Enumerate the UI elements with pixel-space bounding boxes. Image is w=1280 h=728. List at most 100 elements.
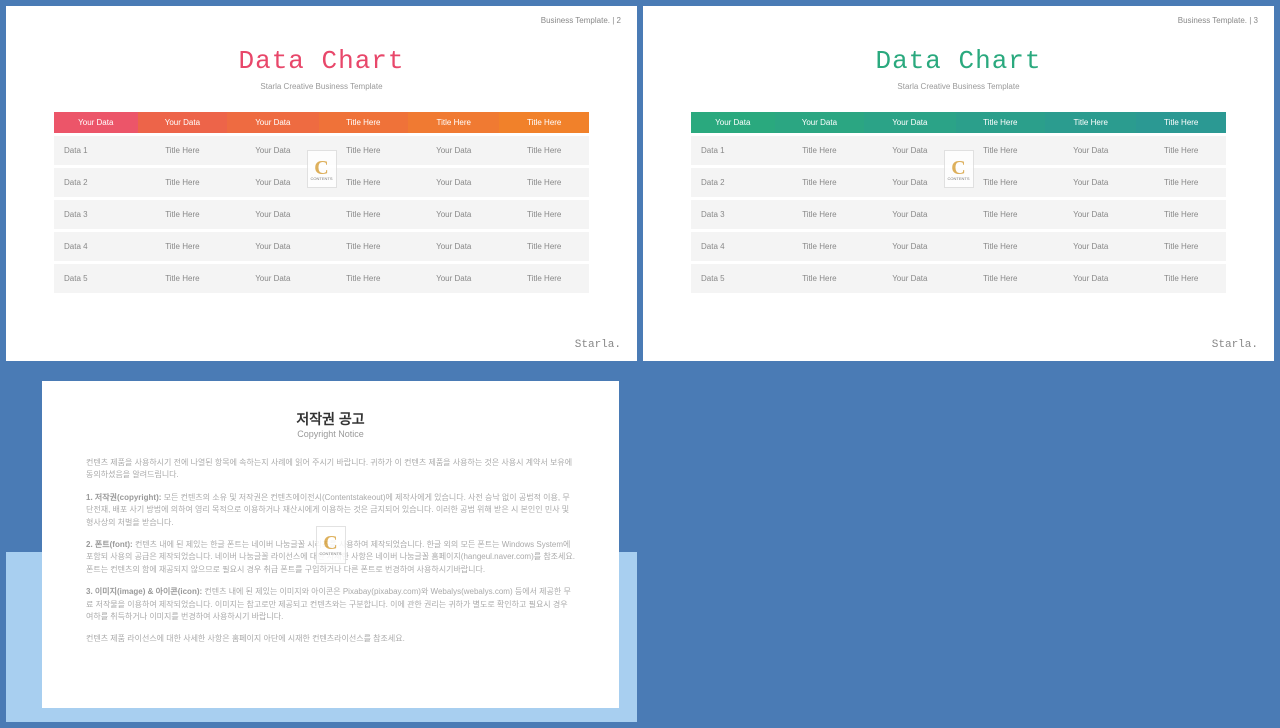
table-row: Data 3Title HereYour DataTitle HereYour … — [691, 200, 1226, 229]
table-cell: Title Here — [1136, 232, 1226, 261]
table-header-cell: Your Data — [775, 112, 865, 133]
slide-4-empty — [643, 367, 1274, 722]
table-header-cell: Your Data — [691, 112, 775, 133]
table-cell: Title Here — [319, 264, 409, 293]
copyright-paragraph: 1. 저작권(copyright): 모든 컨텐츠의 소유 및 저작권은 컨텐츠… — [86, 492, 575, 529]
slide-1: Business Template. | 2 Data Chart Starla… — [6, 6, 637, 361]
table-cell: Your Data — [227, 264, 318, 293]
table-cell: Data 5 — [54, 264, 138, 293]
table-cell: Title Here — [775, 264, 865, 293]
table-cell: Title Here — [138, 264, 228, 293]
slide-title: Data Chart — [54, 46, 589, 76]
table-header-cell: Your Data — [227, 112, 318, 133]
table-cell: Data 1 — [54, 136, 138, 165]
table-cell: Title Here — [499, 168, 589, 197]
slide-subtitle: Starla Creative Business Template — [54, 82, 589, 91]
table-header-cell: Title Here — [319, 112, 409, 133]
page-number: 2 — [617, 16, 621, 25]
table-cell: Title Here — [956, 200, 1046, 229]
table-cell: Your Data — [227, 136, 318, 165]
watermark: C CONTENTS — [307, 150, 337, 188]
slides-grid: Business Template. | 2 Data Chart Starla… — [0, 0, 1280, 728]
table-cell: Your Data — [1045, 136, 1136, 165]
watermark-letter: C — [951, 158, 965, 178]
slide-header: Business Template. | 2 — [541, 16, 621, 25]
copyright-paragraph: 3. 이미지(image) & 아이콘(icon): 컨텐츠 내에 된 제있는 … — [86, 586, 575, 623]
table-cell: Title Here — [499, 200, 589, 229]
brand-text: Starla. — [575, 339, 621, 351]
table-cell: Title Here — [775, 136, 865, 165]
watermark-sub: CONTENTS — [320, 551, 342, 556]
table-cell: Title Here — [319, 200, 409, 229]
table-cell: Your Data — [864, 168, 955, 197]
copyright-title: 저작권 공고 — [86, 409, 575, 429]
watermark: C CONTENTS — [944, 150, 974, 188]
table-cell: Your Data — [1045, 168, 1136, 197]
watermark-sub: CONTENTS — [948, 176, 970, 181]
table-cell: Title Here — [775, 168, 865, 197]
table-cell: Data 4 — [691, 232, 775, 261]
slide-title: Data Chart — [691, 46, 1226, 76]
table-header-cell: Title Here — [956, 112, 1046, 133]
table-row: Data 5Title HereYour DataTitle HereYour … — [54, 264, 589, 293]
table-cell: Title Here — [499, 264, 589, 293]
header-text: Business Template. — [1178, 16, 1247, 25]
data-table: Your DataYour DataYour DataTitle HereTit… — [691, 109, 1226, 296]
page-number: 3 — [1254, 16, 1258, 25]
slide-header: Business Template. | 3 — [1178, 16, 1258, 25]
table-cell: Title Here — [499, 136, 589, 165]
table-header-cell: Title Here — [1136, 112, 1226, 133]
table-cell: Your Data — [227, 168, 318, 197]
table-cell: Your Data — [864, 136, 955, 165]
table-header-cell: Your Data — [54, 112, 138, 133]
table-header-cell: Your Data — [864, 112, 955, 133]
table-cell: Data 4 — [54, 232, 138, 261]
table-cell: Data 5 — [691, 264, 775, 293]
table-cell: Data 3 — [691, 200, 775, 229]
table-cell: Your Data — [1045, 200, 1136, 229]
table-cell: Title Here — [138, 232, 228, 261]
table-header-row: Your DataYour DataYour DataTitle HereTit… — [691, 112, 1226, 133]
table-cell: Your Data — [227, 232, 318, 261]
watermark: C CONTENTS — [316, 526, 346, 564]
table-cell: Your Data — [408, 232, 499, 261]
table-cell: Title Here — [1136, 264, 1226, 293]
watermark-letter: C — [323, 533, 337, 553]
slide-3: 저작권 공고 Copyright Notice 컨텐츠 제품을 사용하시기 전에… — [6, 367, 637, 722]
table-cell: Title Here — [138, 168, 228, 197]
table-header-row: Your DataYour DataYour DataTitle HereTit… — [54, 112, 589, 133]
copyright-paragraph: 컨텐츠 제품 라이선스에 대한 사세한 사항은 홈페이지 아단에 시재한 컨텐츠… — [86, 633, 575, 645]
table-row: Data 4Title HereYour DataTitle HereYour … — [54, 232, 589, 261]
table-cell: Title Here — [956, 232, 1046, 261]
slide-2: Business Template. | 3 Data Chart Starla… — [643, 6, 1274, 361]
table-cell: Data 3 — [54, 200, 138, 229]
watermark-letter: C — [314, 158, 328, 178]
table-cell: Your Data — [864, 264, 955, 293]
copyright-subtitle: Copyright Notice — [86, 429, 575, 439]
table-header-cell: Title Here — [408, 112, 499, 133]
table-row: Data 5Title HereYour DataTitle HereYour … — [691, 264, 1226, 293]
table-header-cell: Title Here — [499, 112, 589, 133]
data-table: Your DataYour DataYour DataTitle HereTit… — [54, 109, 589, 296]
table-cell: Your Data — [408, 200, 499, 229]
table-cell: Title Here — [1136, 168, 1226, 197]
copyright-card: 저작권 공고 Copyright Notice 컨텐츠 제품을 사용하시기 전에… — [42, 381, 619, 708]
slide-subtitle: Starla Creative Business Template — [691, 82, 1226, 91]
table-cell: Title Here — [1136, 136, 1226, 165]
table-cell: Title Here — [1136, 200, 1226, 229]
table-cell: Data 2 — [691, 168, 775, 197]
table-cell: Your Data — [227, 200, 318, 229]
table-row: Data 3Title HereYour DataTitle HereYour … — [54, 200, 589, 229]
table-cell: Your Data — [864, 232, 955, 261]
table-row: Data 4Title HereYour DataTitle HereYour … — [691, 232, 1226, 261]
table-cell: Title Here — [956, 264, 1046, 293]
header-text: Business Template. — [541, 16, 610, 25]
table-cell: Title Here — [138, 200, 228, 229]
table-cell: Title Here — [499, 232, 589, 261]
table-cell: Your Data — [408, 136, 499, 165]
table-cell: Your Data — [864, 200, 955, 229]
table-header-cell: Your Data — [138, 112, 228, 133]
brand-text: Starla. — [1212, 339, 1258, 351]
table-cell: Your Data — [1045, 232, 1136, 261]
copyright-paragraph: 컨텐츠 제품을 사용하시기 전에 나열된 항목에 속하는지 사례에 읽어 주시기… — [86, 457, 575, 482]
